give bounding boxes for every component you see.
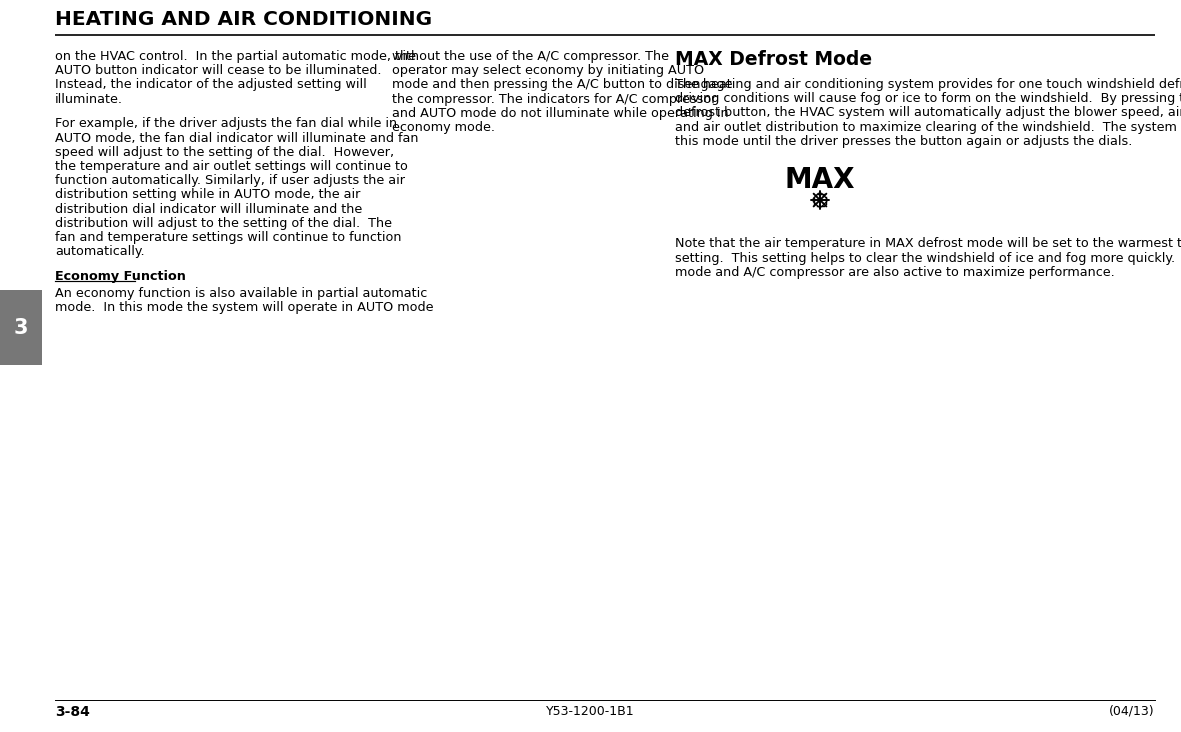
Text: distribution setting while in AUTO mode, the air: distribution setting while in AUTO mode,… [56,188,360,201]
Text: Economy Function: Economy Function [56,270,185,283]
Text: (04/13): (04/13) [1109,705,1155,718]
Text: mode.  In this mode the system will operate in AUTO mode: mode. In this mode the system will opera… [56,302,433,314]
Text: AUTO button indicator will cease to be illuminated.: AUTO button indicator will cease to be i… [56,64,381,77]
Text: illuminate.: illuminate. [56,93,123,105]
Text: An economy function is also available in partial automatic: An economy function is also available in… [56,287,428,300]
Text: setting.  This setting helps to clear the windshield of ice and fog more quickly: setting. This setting helps to clear the… [676,252,1181,265]
Text: For example, if the driver adjusts the fan dial while in: For example, if the driver adjusts the f… [56,117,397,130]
Text: and AUTO mode do not illuminate while operating in: and AUTO mode do not illuminate while op… [392,107,729,120]
Text: on the HVAC control.  In the partial automatic mode, the: on the HVAC control. In the partial auto… [56,50,416,63]
Text: 3: 3 [14,318,28,337]
Text: the compressor. The indicators for A/C compressor: the compressor. The indicators for A/C c… [392,93,717,105]
Text: MAX: MAX [784,166,855,194]
Text: automatically.: automatically. [56,245,144,258]
Text: Instead, the indicator of the adjusted setting will: Instead, the indicator of the adjusted s… [56,78,367,92]
Text: 3-84: 3-84 [56,705,90,719]
Text: the temperature and air outlet settings will continue to: the temperature and air outlet settings … [56,160,407,173]
Text: The heating and air conditioning system provides for one touch windshield defros: The heating and air conditioning system … [676,78,1181,91]
Text: driving conditions will cause fog or ice to form on the windshield.  By pressing: driving conditions will cause fog or ice… [676,92,1181,105]
Text: operator may select economy by initiating AUTO: operator may select economy by initiatin… [392,64,704,77]
Text: mode and then pressing the A/C button to disengage: mode and then pressing the A/C button to… [392,78,732,92]
Text: Note that the air temperature in MAX defrost mode will be set to the warmest tem: Note that the air temperature in MAX def… [676,237,1181,250]
Text: HEATING AND AIR CONDITIONING: HEATING AND AIR CONDITIONING [56,10,432,29]
Bar [0,290,43,365]
Text: without the use of the A/C compressor. The: without the use of the A/C compressor. T… [392,50,668,63]
Text: fan and temperature settings will continue to function: fan and temperature settings will contin… [56,231,402,244]
Text: MAX Defrost Mode: MAX Defrost Mode [676,50,872,69]
Text: Y53-1200-1B1: Y53-1200-1B1 [546,705,634,718]
Text: economy mode.: economy mode. [392,121,495,134]
Text: AUTO mode, the fan dial indicator will illuminate and fan: AUTO mode, the fan dial indicator will i… [56,132,418,145]
Text: distribution will adjust to the setting of the dial.  The: distribution will adjust to the setting … [56,217,392,230]
Text: defrost button, the HVAC system will automatically adjust the blower speed, air : defrost button, the HVAC system will aut… [676,106,1181,119]
Text: function automatically. Similarly, if user adjusts the air: function automatically. Similarly, if us… [56,174,405,187]
Text: mode and A/C compressor are also active to maximize performance.: mode and A/C compressor are also active … [676,266,1115,279]
Text: and air outlet distribution to maximize clearing of the windshield.  The system : and air outlet distribution to maximize … [676,121,1181,134]
Text: distribution dial indicator will illuminate and the: distribution dial indicator will illumin… [56,203,363,216]
Text: speed will adjust to the setting of the dial.  However,: speed will adjust to the setting of the … [56,146,394,159]
Text: this mode until the driver presses the button again or adjusts the dials.: this mode until the driver presses the b… [676,135,1133,148]
